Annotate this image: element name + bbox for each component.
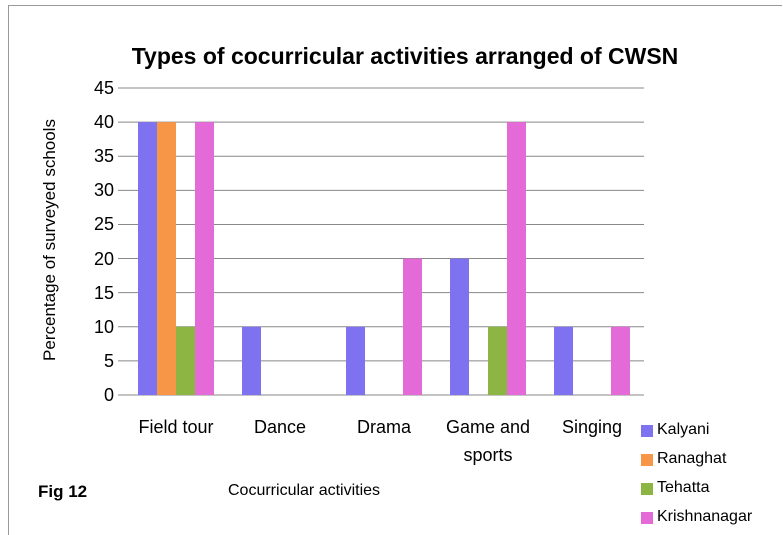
y-tick-label: 15	[93, 282, 114, 303]
bar	[611, 326, 630, 395]
legend-label: Kalyani	[657, 421, 710, 438]
bar	[450, 258, 469, 395]
x-axis-label: Cocurricular activities	[228, 482, 381, 499]
x-tick-label: Singing	[561, 417, 623, 437]
x-tick-label: Dance	[253, 417, 307, 437]
y-tick-label: 25	[93, 214, 114, 235]
bar	[157, 122, 176, 395]
y-tick-label: 35	[93, 146, 114, 167]
legend-swatch	[641, 483, 653, 495]
legend-swatch	[641, 512, 653, 524]
y-tick-label: 10	[93, 316, 114, 337]
x-tick-label: Drama	[356, 417, 411, 437]
y-tick-label: 0	[103, 385, 114, 405]
bar	[138, 122, 157, 395]
bar	[242, 326, 261, 395]
y-tick-label: 5	[103, 350, 114, 371]
y-tick-label: 40	[93, 112, 114, 133]
bar	[346, 326, 365, 395]
bar	[488, 326, 507, 395]
bar	[403, 258, 422, 395]
x-tick-label: Field tour	[138, 417, 214, 437]
x-tick-label: Game and sports	[445, 417, 531, 465]
bar	[554, 326, 573, 395]
chart-frame	[8, 5, 782, 535]
y-axis-label: Percentage of surveyed schools	[40, 119, 59, 361]
legend-label: Ranaghat	[657, 450, 727, 467]
bar	[176, 326, 195, 395]
legend-label: Tehatta	[657, 479, 710, 496]
y-tick-label: 30	[93, 180, 114, 201]
y-tick-label: 45	[93, 78, 114, 98]
bar	[195, 122, 214, 395]
chart-title: Types of cocurricular activities arrange…	[131, 43, 679, 69]
legend-swatch	[641, 425, 653, 437]
legend-swatch	[641, 454, 653, 466]
figure-label: Fig 12	[38, 482, 88, 501]
bar	[507, 122, 526, 395]
y-tick-label: 20	[93, 248, 114, 269]
legend-label: Krishnanagar	[657, 508, 753, 525]
